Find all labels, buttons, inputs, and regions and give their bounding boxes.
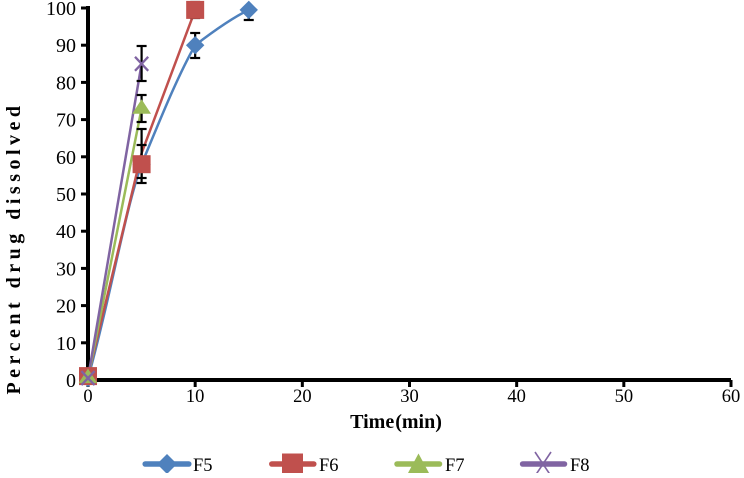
svg-text:60: 60 [722, 387, 741, 407]
svg-text:Percent drug dissolved: Percent drug dissolved [3, 101, 25, 394]
svg-text:30: 30 [56, 258, 76, 280]
svg-text:20: 20 [56, 296, 76, 318]
svg-text:100: 100 [46, 0, 76, 20]
svg-text:60: 60 [56, 147, 76, 169]
svg-text:0: 0 [66, 370, 76, 392]
svg-text:F6: F6 [319, 456, 339, 473]
svg-text:30: 30 [400, 387, 419, 407]
svg-text:50: 50 [615, 387, 634, 407]
svg-text:Time(min): Time(min) [350, 411, 442, 433]
svg-text:0: 0 [83, 387, 92, 407]
svg-text:80: 80 [56, 72, 76, 94]
svg-text:F8: F8 [570, 456, 590, 473]
svg-text:40: 40 [56, 221, 76, 243]
svg-text:70: 70 [56, 110, 76, 132]
svg-text:F7: F7 [445, 456, 465, 473]
svg-text:50: 50 [56, 184, 76, 206]
svg-text:40: 40 [507, 387, 526, 407]
svg-text:10: 10 [186, 387, 205, 407]
svg-text:F5: F5 [193, 456, 213, 473]
svg-text:20: 20 [293, 387, 312, 407]
svg-text:90: 90 [56, 35, 76, 57]
svg-text:10: 10 [56, 333, 76, 355]
